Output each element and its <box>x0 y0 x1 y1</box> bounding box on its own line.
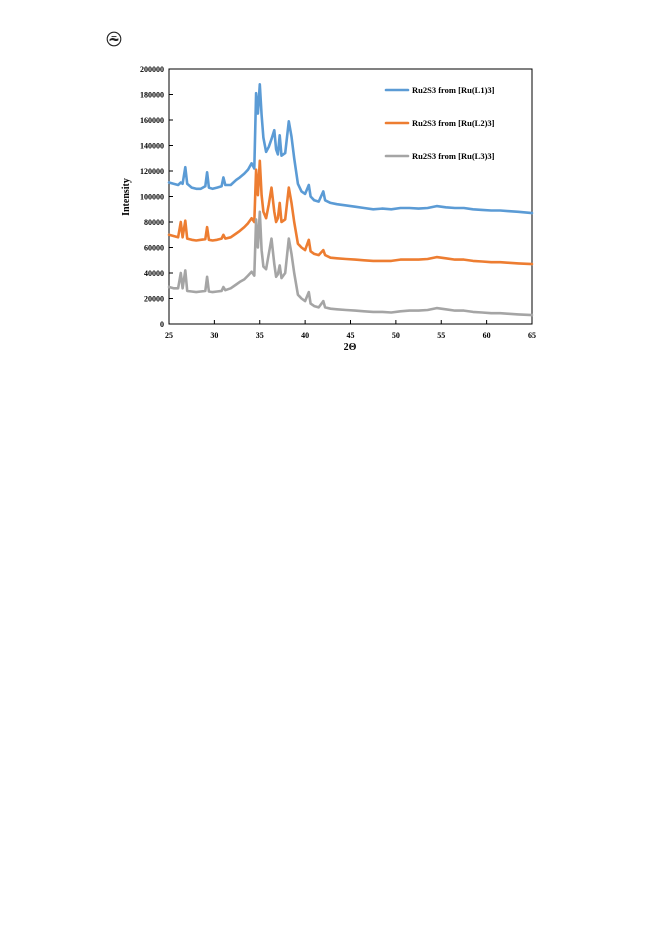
y-tick-label: 60000 <box>144 244 164 253</box>
legend-label-3: Ru2S3 from [Ru(L3)3] <box>412 151 495 161</box>
series-layer <box>167 83 534 317</box>
y-tick-label: 120000 <box>140 167 164 176</box>
circled-logo-icon <box>106 31 122 47</box>
x-tick-label: 65 <box>528 331 536 340</box>
y-tick-label: 100000 <box>140 193 164 202</box>
x-tick-label: 45 <box>347 331 355 340</box>
y-axis-title: Intensity <box>121 178 132 216</box>
x-axis-title: 2Θ <box>344 342 357 353</box>
legend-label-1: Ru2S3 from [Ru(L1)3] <box>412 85 495 95</box>
x-axis: 25 30 35 40 45 50 55 60 65 <box>165 320 536 340</box>
legend: Ru2S3 from [Ru(L1)3] Ru2S3 from [Ru(L2)3]… <box>384 85 495 161</box>
y-tick-label: 80000 <box>144 218 164 227</box>
y-tick-label: 160000 <box>140 116 164 125</box>
series-line-2 <box>167 159 534 266</box>
x-tick-label: 40 <box>301 331 309 340</box>
series-line-3 <box>167 210 534 317</box>
y-tick-label: 200000 <box>140 65 164 74</box>
y-tick-label: 0 <box>160 320 164 329</box>
series-line-1 <box>167 83 534 215</box>
x-tick-label: 35 <box>256 331 264 340</box>
x-tick-label: 55 <box>437 331 445 340</box>
x-tick-label: 25 <box>165 331 173 340</box>
y-axis: 0 20000 40000 60000 80000 100000 120000 140000 1… <box>140 65 173 329</box>
x-tick-label: 60 <box>483 331 491 340</box>
x-tick-label: 50 <box>392 331 400 340</box>
x-tick-label: 30 <box>210 331 218 340</box>
y-tick-label: 40000 <box>144 269 164 278</box>
y-tick-label: 20000 <box>144 295 164 304</box>
legend-label-2: Ru2S3 from [Ru(L2)3] <box>412 118 495 128</box>
y-tick-label: 140000 <box>140 142 164 151</box>
y-tick-label: 180000 <box>140 91 164 100</box>
